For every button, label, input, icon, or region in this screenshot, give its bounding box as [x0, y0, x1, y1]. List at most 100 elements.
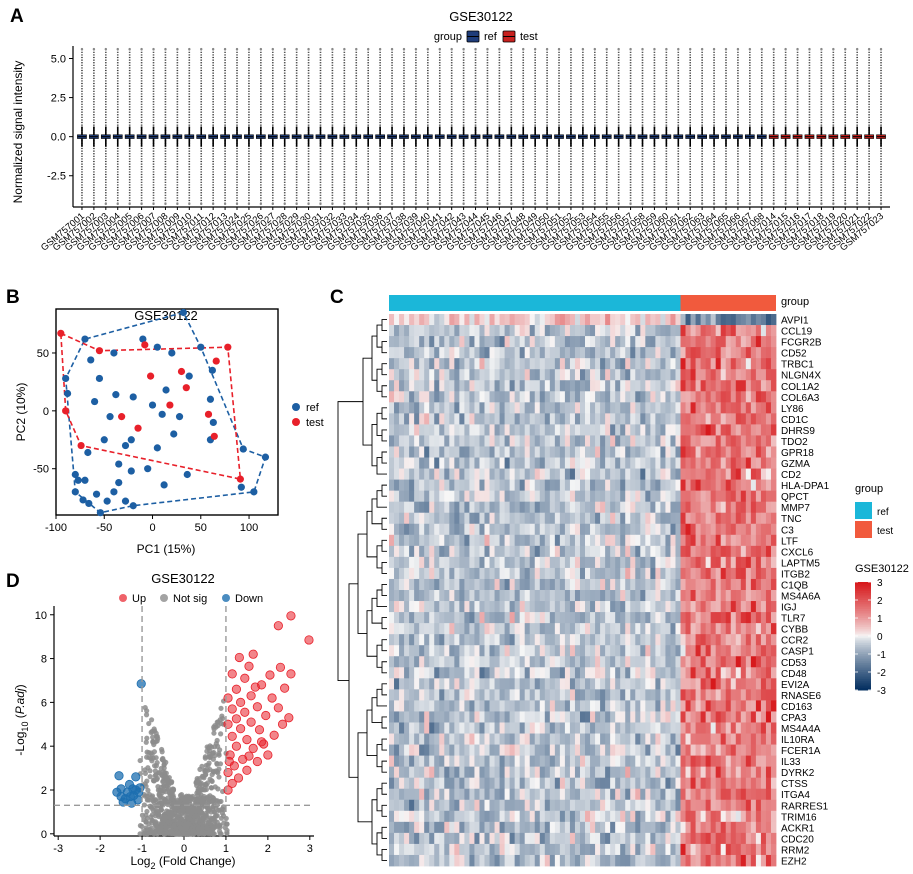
heatmap-cell	[399, 325, 405, 337]
heatmap-cell	[494, 678, 500, 690]
heatmap-cell	[449, 369, 455, 381]
heatmap-cell	[574, 523, 581, 536]
heatmap-cell	[645, 667, 651, 679]
heatmap-cell	[474, 777, 480, 790]
heatmap-cell	[579, 501, 586, 514]
heatmap-cell	[444, 590, 450, 602]
volcano-x-tick-label: 1	[223, 843, 229, 855]
heatmap-cell	[529, 413, 536, 425]
heatmap-cell	[529, 755, 536, 768]
heatmap-cell	[640, 667, 646, 679]
heatmap-cell	[605, 799, 611, 812]
heatmap-cell	[595, 479, 601, 492]
heatmap-cell	[449, 347, 455, 359]
heatmap-cell	[745, 325, 752, 337]
heatmap-cell	[524, 501, 531, 514]
heatmap-cell	[675, 523, 681, 536]
pca-point-ref	[129, 393, 137, 401]
heatmap-cell	[469, 468, 475, 480]
box-outlier-bottom	[557, 202, 561, 206]
heatmap-cell	[434, 336, 440, 348]
heatmap-cell	[745, 336, 752, 348]
box-outlier-bottom	[462, 202, 465, 206]
heatmap-cell	[660, 435, 666, 447]
heatmap-cell	[424, 336, 430, 348]
heatmap-cell	[499, 623, 505, 635]
pca-legend-ref: ref	[306, 402, 320, 414]
heatmap-cell	[615, 645, 621, 657]
heatmap-cell	[489, 590, 495, 602]
heatmap-cell	[670, 413, 676, 425]
heatmap-cell	[765, 634, 772, 646]
heatmap-cell	[434, 777, 440, 790]
heatmap-cell	[424, 468, 430, 480]
heatmap-cell	[474, 810, 480, 823]
heatmap-cell	[750, 479, 757, 492]
gene-label: TRIM16	[781, 812, 817, 823]
heatmap-cell	[605, 501, 611, 514]
heatmap-cell	[590, 325, 596, 337]
heatmap-cell	[389, 402, 395, 414]
heatmap-cell	[700, 755, 707, 768]
heatmap-cell	[680, 380, 686, 392]
heatmap-cell	[524, 777, 531, 790]
heatmap-cell	[725, 777, 732, 790]
heatmap-cell	[544, 590, 551, 602]
heatmap-cell	[685, 612, 691, 624]
heatmap-cell	[770, 744, 777, 756]
heatmap-cell	[394, 832, 400, 845]
heatmap-cell	[524, 843, 531, 856]
heatmap-cell	[695, 755, 702, 768]
heatmap-cell	[409, 380, 415, 392]
heatmap-cell	[705, 777, 712, 790]
heatmap-cell	[685, 457, 691, 469]
heatmap-cell	[569, 545, 576, 558]
heatmap-cell	[615, 534, 621, 547]
box-outlier-top	[414, 47, 418, 51]
heatmap-cell	[675, 766, 681, 779]
heatmap-cell	[539, 358, 546, 370]
heatmap-cell	[630, 711, 636, 723]
heatmap-cell	[625, 545, 631, 558]
heatmap-cell	[625, 722, 631, 734]
heatmap-cell	[600, 468, 606, 480]
heatmap-cell	[409, 788, 415, 801]
heatmap-cell	[409, 634, 415, 646]
heatmap-cell	[730, 578, 737, 591]
heatmap-cell	[585, 446, 591, 458]
box-outlier-bottom	[748, 202, 752, 206]
heatmap-cell	[705, 314, 712, 326]
heatmap-cell	[519, 656, 526, 668]
heatmap-cell	[419, 545, 425, 558]
heatmap-cell	[715, 689, 722, 701]
volcano-x-tick-label: 3	[307, 843, 313, 855]
heatmap-cell	[650, 534, 656, 547]
volcano-panel: GSE30122 Up Not sig Down -3 -2 -1 0 1 2 310864…	[13, 571, 314, 871]
heatmap-cell	[444, 479, 450, 492]
heatmap-cell	[404, 667, 410, 679]
heatmap-cell	[620, 821, 626, 834]
heatmap-cell	[630, 567, 636, 580]
dendrogram-branch	[381, 848, 387, 861]
heatmap-cell	[740, 788, 747, 801]
heatmap-cell	[509, 634, 516, 646]
colorbar-step	[855, 670, 871, 673]
heatmap-cell	[730, 402, 737, 414]
heatmap-cell	[730, 601, 737, 613]
heatmap-cell	[494, 369, 500, 381]
heatmap-cell	[524, 755, 531, 768]
heatmap-cell	[660, 821, 666, 834]
heatmap-cell	[494, 700, 500, 712]
heatmap-cell	[655, 523, 661, 536]
box-outlier-bottom	[569, 202, 573, 206]
heatmap-cell	[700, 590, 707, 602]
heatmap-cell	[469, 391, 475, 403]
heatmap-cell	[484, 325, 490, 337]
heatmap-cell	[574, 601, 581, 613]
heatmap-cell	[725, 435, 732, 447]
heatmap-cell	[539, 369, 546, 381]
heatmap-cell	[685, 545, 691, 558]
box-outlier-top	[176, 47, 179, 51]
heatmap-cell	[770, 788, 777, 801]
heatmap-cell	[394, 446, 400, 458]
